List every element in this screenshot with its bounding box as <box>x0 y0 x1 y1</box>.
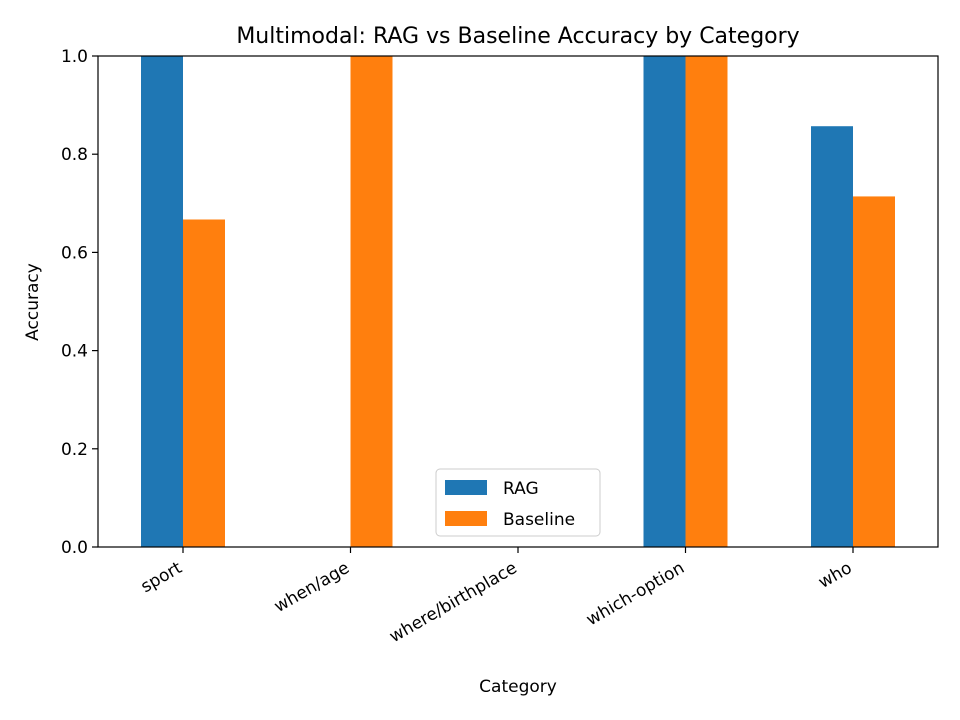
x-tick-label: which-option <box>583 558 688 630</box>
legend-label-baseline: Baseline <box>503 510 575 530</box>
y-tick-label: 0.4 <box>61 342 88 362</box>
y-tick-label: 0.0 <box>61 538 88 558</box>
legend: RAG Baseline <box>435 468 601 537</box>
legend-swatch-rag <box>445 480 487 495</box>
y-tick-label: 0.2 <box>61 440 88 460</box>
y-tick-label: 0.8 <box>61 145 88 165</box>
bar-rag-who <box>811 126 853 547</box>
bar-rag-sport <box>141 56 183 547</box>
bar-baseline-which-option <box>685 56 728 547</box>
bar-baseline-sport <box>183 219 225 548</box>
y-axis: 0.0 0.2 0.4 0.6 0.8 1.0 <box>61 47 98 558</box>
y-tick-label: 0.6 <box>61 243 88 263</box>
bar-rag-which-option <box>643 56 686 547</box>
x-axis-label: Category <box>479 677 557 697</box>
y-tick-label: 1.0 <box>61 47 88 67</box>
x-tick-label: where/birthplace <box>386 558 520 647</box>
x-tick-label: when/age <box>271 558 353 617</box>
bar-baseline-who <box>853 196 895 547</box>
bar-baseline-when-age <box>350 56 393 547</box>
x-axis: sport when/age where/birthplace which-optio… <box>138 547 856 647</box>
legend-label-rag: RAG <box>503 479 539 499</box>
x-tick-label: who <box>815 558 855 593</box>
y-axis-label: Accuracy <box>23 263 43 341</box>
chart-title: Multimodal: RAG vs Baseline Accuracy by … <box>236 24 799 49</box>
x-tick-label: sport <box>138 558 186 597</box>
bars-layer <box>141 56 895 548</box>
legend-swatch-baseline <box>445 511 487 526</box>
